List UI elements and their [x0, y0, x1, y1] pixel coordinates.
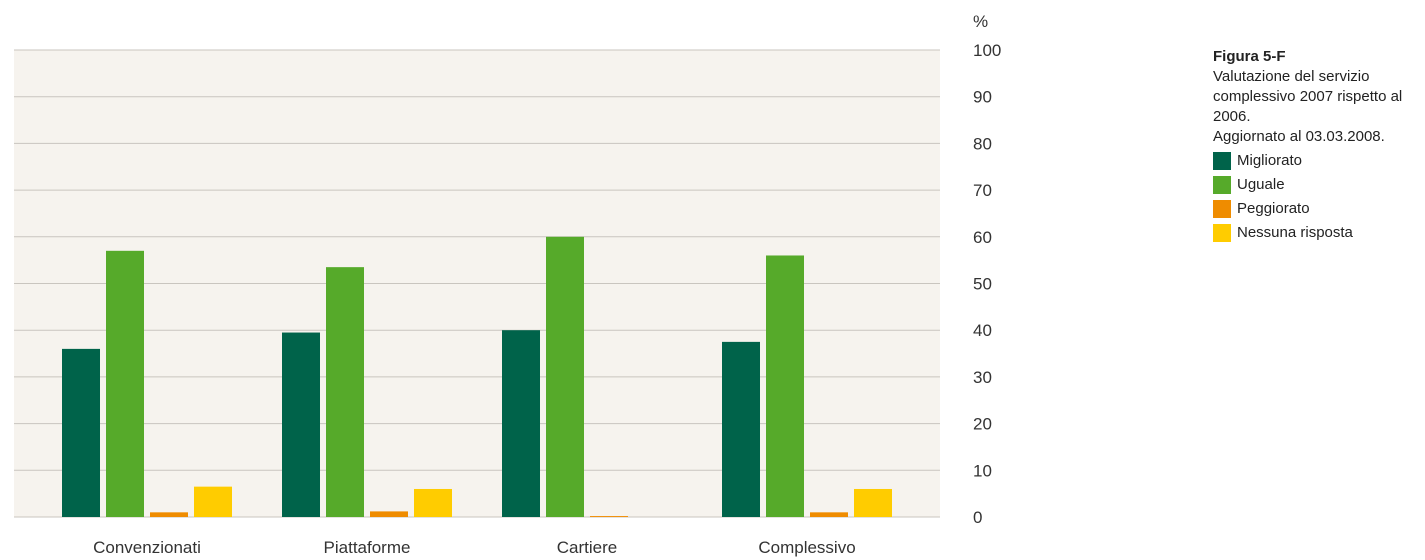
bar-migliorato-convenzionati	[62, 348, 100, 517]
figure-updated-date: Aggiornato al 03.03.2008.	[1213, 128, 1385, 145]
y-tick-label: 90	[973, 88, 992, 107]
bar-uguale-cartiere	[546, 236, 584, 518]
x-axis-categories: Convenzionati Piattaforme Cartiere Compless…	[93, 538, 856, 557]
y-tick-label: 10	[973, 461, 992, 480]
bar-peggiorato-complessivo	[810, 512, 848, 517]
bar-peggiorato-piattaforme	[370, 511, 408, 517]
bar-migliorato-cartiere	[502, 330, 540, 517]
y-tick-label: 40	[973, 321, 992, 340]
y-tick-label: 0	[973, 508, 982, 527]
bar-migliorato-complessivo	[722, 341, 760, 517]
legend-item: Migliorato	[1213, 149, 1423, 173]
figure-description: Valutazione del servizio complessivo 200…	[1213, 68, 1403, 125]
bar-peggiorato-convenzionati	[150, 512, 188, 517]
legend-item: Peggiorato	[1213, 197, 1423, 221]
legend-item: Nessuna risposta	[1213, 221, 1423, 245]
legend-label: Nessuna risposta	[1237, 224, 1353, 241]
legend-swatch	[1213, 200, 1231, 218]
y-tick-label: 80	[973, 134, 992, 153]
x-category-label: Cartiere	[557, 538, 617, 557]
y-axis-ticks: 0 10 20 30 40 50 60 70 80 90 100	[973, 41, 1001, 527]
bar-uguale-complessivo	[766, 255, 804, 518]
gridlines	[14, 49, 940, 518]
bar-uguale-piattaforme	[326, 267, 364, 517]
legend-swatch	[1213, 224, 1231, 242]
bar-migliorato-piattaforme	[282, 332, 320, 517]
x-category-label: Piattaforme	[324, 538, 411, 557]
legend: Migliorato Uguale Peggiorato Nessuna rispos…	[1213, 149, 1423, 245]
y-tick-label: 60	[973, 228, 992, 247]
legend-swatch	[1213, 176, 1231, 194]
legend-label: Peggiorato	[1237, 200, 1310, 217]
legend-label: Uguale	[1237, 176, 1285, 193]
bars	[62, 236, 892, 518]
y-axis-unit-label: %	[973, 12, 988, 31]
bar-nessuna-risposta-convenzionati	[194, 486, 232, 517]
x-category-label: Convenzionati	[93, 538, 201, 557]
y-tick-label: 70	[973, 181, 992, 200]
legend-swatch	[1213, 152, 1231, 170]
legend-label: Migliorato	[1237, 152, 1303, 169]
legend-item: Uguale	[1213, 173, 1423, 197]
x-category-label: Complessivo	[758, 538, 855, 557]
y-tick-label: 30	[973, 368, 992, 387]
figure-caption: Figura 5-F Valutazione del servizio comp…	[1213, 47, 1423, 245]
figure-title: Figura 5-F	[1213, 48, 1286, 65]
bar-peggiorato-cartiere	[590, 516, 628, 517]
y-tick-label: 100	[973, 41, 1001, 60]
bar-nessuna-risposta-complessivo	[854, 488, 892, 517]
bar-uguale-convenzionati	[106, 250, 144, 517]
bar-nessuna-risposta-piattaforme	[414, 488, 452, 517]
y-tick-label: 50	[973, 275, 992, 294]
y-tick-label: 20	[973, 415, 992, 434]
